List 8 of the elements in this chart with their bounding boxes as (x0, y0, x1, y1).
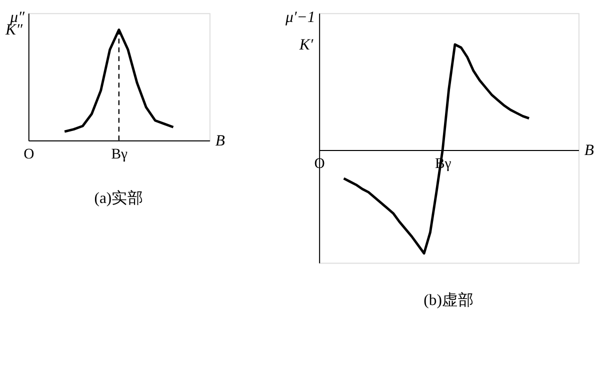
text: (a)实部 (94, 189, 144, 208)
text: (b)虚部 (424, 290, 474, 309)
x-tick-label: O (24, 146, 34, 162)
x-axis-title: B (584, 142, 594, 159)
x-tick-label: Bγ (111, 146, 128, 162)
y-axis-title: μ′−1 (284, 8, 316, 26)
x-axis-title: B (215, 132, 226, 150)
text: K′ (298, 36, 314, 54)
